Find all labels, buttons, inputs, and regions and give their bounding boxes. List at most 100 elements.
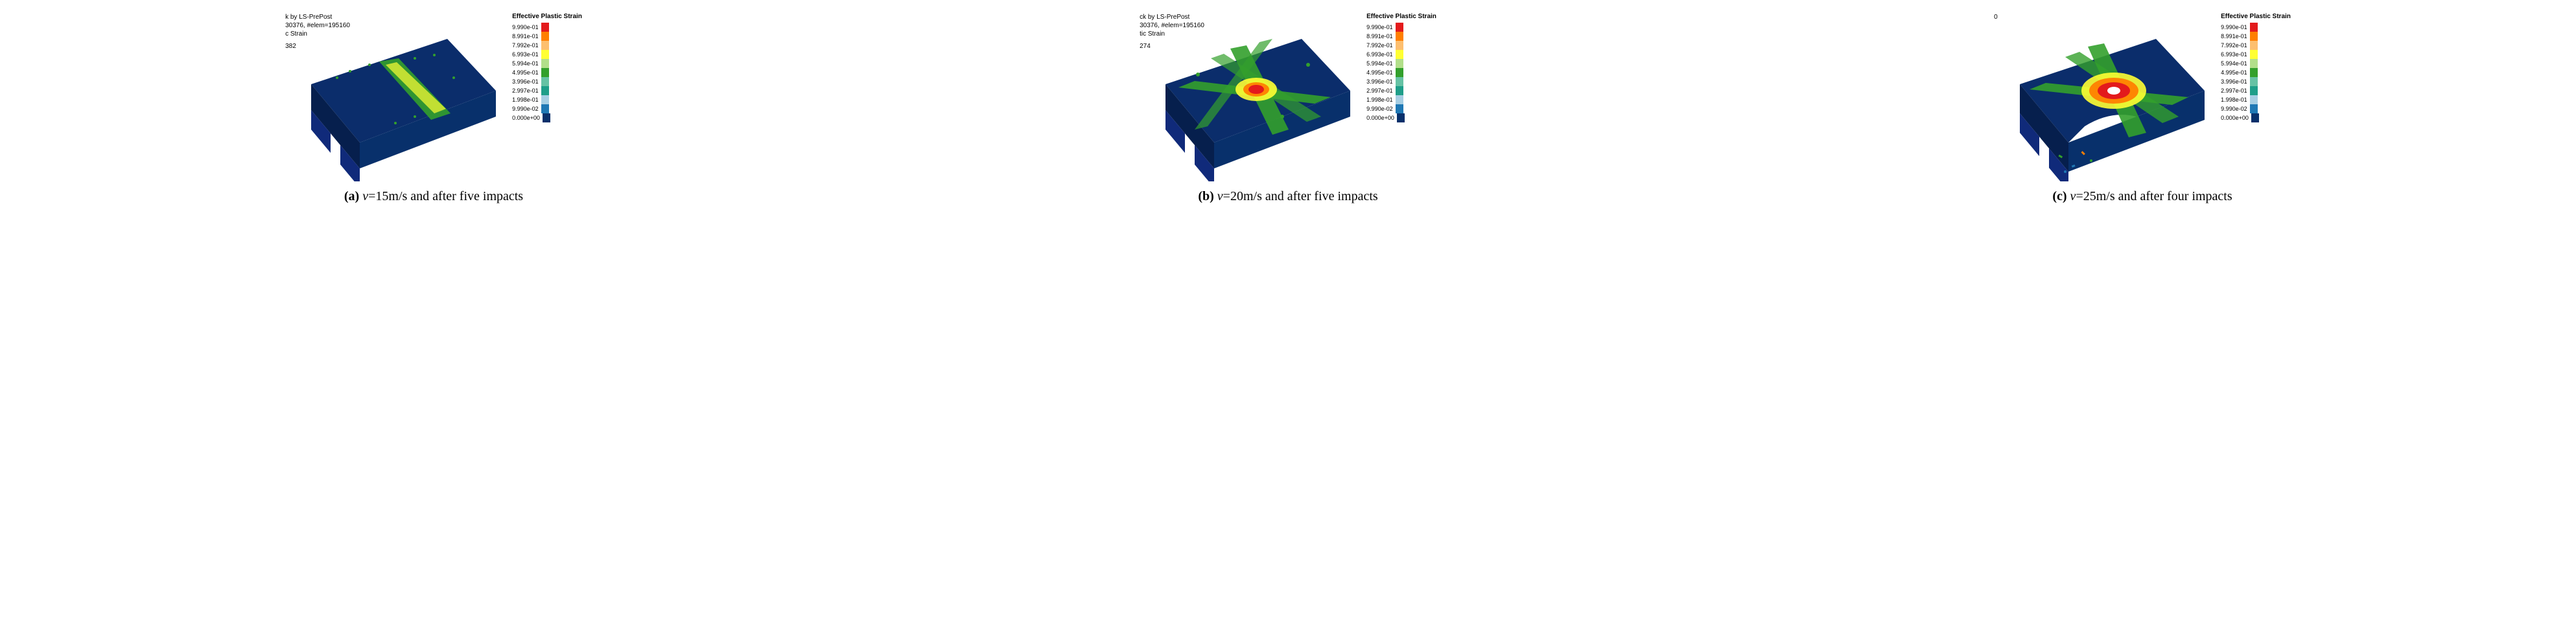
legend-b-title: Effective Plastic Strain — [1366, 13, 1436, 20]
legend-row: 9.990e-01 — [1366, 23, 1405, 32]
panel-a: k by LS-PrePost 30376, #elem=195160 c St… — [13, 13, 854, 204]
legend-row: 8.991e-01 — [1366, 32, 1405, 41]
legend-swatch — [541, 32, 549, 41]
caption-b-v: v — [1217, 189, 1223, 203]
legend-row: 6.993e-01 — [1366, 50, 1405, 59]
legend-row: 9.990e-02 — [512, 104, 550, 113]
legend-label: 8.991e-01 — [1366, 33, 1393, 40]
sim-a-header: k by LS-PrePost 30376, #elem=195160 c St… — [285, 13, 350, 51]
legend-row: 3.996e-01 — [512, 77, 550, 86]
panel-c-content: 0 — [1722, 13, 2563, 181]
panel-b-content: ck by LS-PrePost 30376, #elem=195160 tic… — [867, 13, 1709, 181]
legend-swatch — [541, 41, 549, 50]
legend-label: 8.991e-01 — [512, 33, 539, 40]
legend-label: 5.994e-01 — [512, 60, 539, 67]
caption-b-letter: (b) — [1198, 189, 1213, 203]
legend-row: 5.994e-01 — [512, 59, 550, 68]
legend-label: 1.998e-01 — [1366, 97, 1393, 103]
legend-row: 4.995e-01 — [1366, 68, 1405, 77]
legend-swatch — [2250, 86, 2258, 95]
legend-c-title: Effective Plastic Strain — [2221, 13, 2291, 20]
legend-label: 9.990e-02 — [2221, 106, 2247, 112]
legend-row: 1.998e-01 — [512, 95, 550, 104]
legend-row: 9.990e-01 — [512, 23, 550, 32]
legend-b-rows: 9.990e-01 8.991e-017.992e-016.993e-01 5.99… — [1366, 23, 1405, 122]
caption-b-rest: =20m/s and after five impacts — [1223, 189, 1378, 203]
figure-container: k by LS-PrePost 30376, #elem=195160 c St… — [0, 0, 2576, 217]
sim-b-h1: ck by LS-PrePost — [1140, 13, 1204, 21]
legend-label: 4.995e-01 — [512, 69, 539, 76]
legend-row: 6.993e-01 — [2221, 50, 2259, 59]
panel-c: 0 — [1722, 13, 2563, 204]
legend-row: 8.991e-01 — [2221, 32, 2259, 41]
legend-a-title: Effective Plastic Strain — [512, 13, 582, 20]
legend-label: 0.000e+00 — [1366, 115, 1394, 121]
legend-label: 5.994e-01 — [1366, 60, 1393, 67]
sim-a-h3: c Strain — [285, 30, 350, 38]
legend-swatch — [543, 113, 550, 122]
legend-swatch — [1396, 77, 1403, 86]
legend-swatch — [1396, 23, 1403, 32]
legend-swatch — [1396, 41, 1403, 50]
legend-row: 3.996e-01 — [1366, 77, 1405, 86]
legend-swatch — [1396, 59, 1403, 68]
legend-row: 7.992e-01 — [1366, 41, 1405, 50]
legend-label: 2.997e-01 — [1366, 87, 1393, 94]
sim-b-h2: 30376, #elem=195160 — [1140, 21, 1204, 30]
legend-label: 9.990e-01 — [2221, 24, 2247, 30]
legend-swatch — [2250, 95, 2258, 104]
legend-row: 6.993e-01 — [512, 50, 550, 59]
legend-row: 0.000e+00 — [2221, 113, 2259, 122]
legend-label: 4.995e-01 — [1366, 69, 1393, 76]
legend-label: 3.996e-01 — [512, 78, 539, 85]
legend-a-rows: 9.990e-01 8.991e-01 7.992e-01 6.993e-01 5.99… — [512, 23, 550, 122]
legend-swatch — [1397, 113, 1405, 122]
legend-row: 1.998e-01 — [2221, 95, 2259, 104]
sim-c: 0 — [1994, 13, 2214, 181]
sim-c-header: 0 — [1994, 13, 1998, 21]
legend-label: 3.996e-01 — [2221, 78, 2247, 85]
legend-label: 5.994e-01 — [2221, 60, 2247, 67]
legend-row: 0.000e+00 — [1366, 113, 1405, 122]
legend-swatch — [2250, 59, 2258, 68]
legend-label: 0.000e+00 — [2221, 115, 2249, 121]
legend-row: 2.997e-01 — [2221, 86, 2259, 95]
sim-b-header: ck by LS-PrePost 30376, #elem=195160 tic… — [1140, 13, 1204, 51]
caption-c-rest: =25m/s and after four impacts — [2076, 189, 2232, 203]
legend-swatch — [541, 23, 549, 32]
legend-swatch — [541, 50, 549, 59]
sim-a-h1: k by LS-PrePost — [285, 13, 350, 21]
slab-c-svg — [1994, 13, 2214, 181]
legend-label: 7.992e-01 — [2221, 42, 2247, 49]
sim-a-h2: 30376, #elem=195160 — [285, 21, 350, 30]
legend-label: 9.990e-01 — [1366, 24, 1393, 30]
legend-c-rows: 9.990e-01 8.991e-017.992e-01 6.993e-01 5.99… — [2221, 23, 2259, 122]
legend-row: 0.000e+00 — [512, 113, 550, 122]
legend-row: 5.994e-01 — [1366, 59, 1405, 68]
legend-swatch — [2251, 113, 2259, 122]
legend-label: 6.993e-01 — [2221, 51, 2247, 58]
legend-swatch — [1396, 50, 1403, 59]
legend-b: Effective Plastic Strain 9.990e-01 8.991e… — [1366, 13, 1436, 122]
legend-row: 4.995e-01 — [2221, 68, 2259, 77]
legend-swatch — [541, 59, 549, 68]
legend-row: 2.997e-01 — [512, 86, 550, 95]
legend-label: 6.993e-01 — [1366, 51, 1393, 58]
caption-a-rest: =15m/s and after five impacts — [368, 189, 523, 203]
caption-a: (a) v=15m/s and after five impacts — [344, 189, 523, 204]
legend-c: Effective Plastic Strain 9.990e-01 8.991e… — [2221, 13, 2291, 122]
legend-row: 9.990e-02 — [2221, 104, 2259, 113]
sim-c-hv: 0 — [1994, 13, 1998, 21]
legend-label: 9.990e-01 — [512, 24, 539, 30]
legend-label: 7.992e-01 — [512, 42, 539, 49]
legend-swatch — [541, 86, 549, 95]
legend-row: 5.994e-01 — [2221, 59, 2259, 68]
legend-row: 9.990e-01 — [2221, 23, 2259, 32]
caption-c-letter: (c) — [2052, 189, 2067, 203]
legend-label: 6.993e-01 — [512, 51, 539, 58]
legend-label: 4.995e-01 — [2221, 69, 2247, 76]
caption-c: (c) v=25m/s and after four impacts — [2052, 189, 2232, 204]
legend-swatch — [1396, 32, 1403, 41]
legend-row: 3.996e-01 — [2221, 77, 2259, 86]
legend-label: 2.997e-01 — [2221, 87, 2247, 94]
